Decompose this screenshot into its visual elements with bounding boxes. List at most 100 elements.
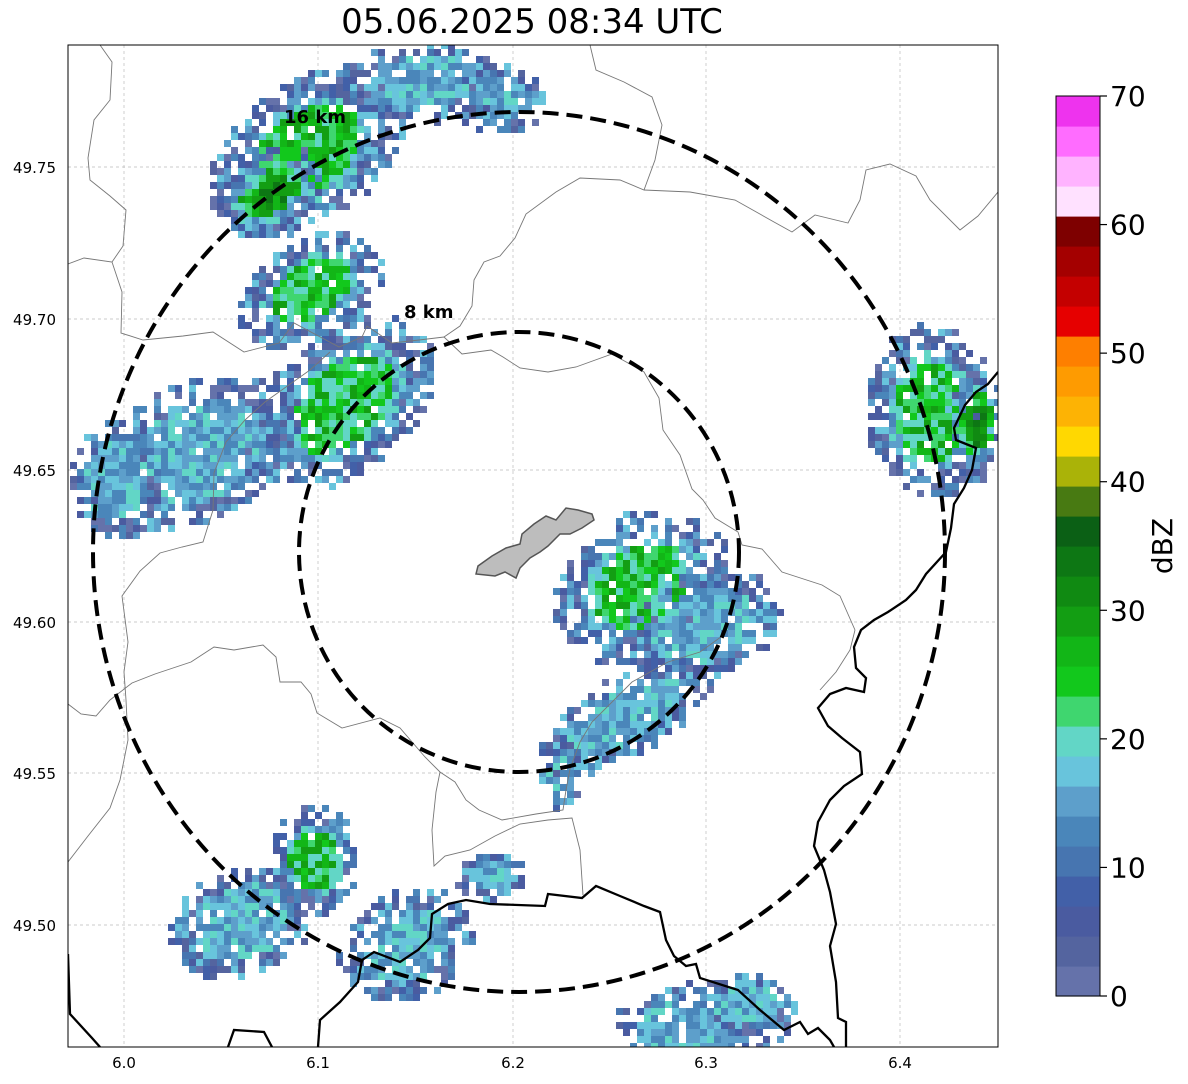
precip-pixel <box>567 581 574 588</box>
precip-pixel <box>315 84 322 91</box>
precip-pixel <box>644 665 651 672</box>
precip-pixel <box>245 910 252 917</box>
precip-pixel <box>910 406 917 413</box>
precip-pixel <box>903 357 910 364</box>
precip-pixel <box>588 714 595 721</box>
precip-pixel <box>945 329 952 336</box>
precip-pixel <box>931 364 938 371</box>
precip-pixel <box>707 588 714 595</box>
precip-pixel <box>630 553 637 560</box>
precip-pixel <box>252 490 259 497</box>
precip-pixel <box>427 63 434 70</box>
precip-pixel <box>924 476 931 483</box>
precip-pixel <box>147 504 154 511</box>
precip-pixel <box>644 553 651 560</box>
precip-pixel <box>238 203 245 210</box>
precip-pixel <box>490 63 497 70</box>
precip-pixel <box>280 189 287 196</box>
precip-pixel <box>595 553 602 560</box>
precip-pixel <box>651 602 658 609</box>
precip-pixel <box>497 77 504 84</box>
precip-pixel <box>658 1036 665 1043</box>
precip-pixel <box>336 826 343 833</box>
precip-pixel <box>511 105 518 112</box>
precip-pixel <box>280 917 287 924</box>
precip-pixel <box>273 959 280 966</box>
precip-pixel <box>679 623 686 630</box>
precip-pixel <box>280 105 287 112</box>
precip-pixel <box>882 371 889 378</box>
precip-pixel <box>679 994 686 1001</box>
precip-pixel <box>245 161 252 168</box>
precip-pixel <box>154 518 161 525</box>
precip-pixel <box>511 119 518 126</box>
precip-pixel <box>301 126 308 133</box>
precip-pixel <box>469 868 476 875</box>
precip-pixel <box>672 1043 679 1047</box>
precip-pixel <box>917 392 924 399</box>
precip-pixel <box>966 427 973 434</box>
precip-pixel <box>469 938 476 945</box>
precip-pixel <box>896 455 903 462</box>
precip-pixel <box>392 945 399 952</box>
precip-pixel <box>378 273 385 280</box>
precip-pixel <box>217 875 224 882</box>
precip-pixel <box>448 49 455 56</box>
precip-pixel <box>665 546 672 553</box>
precip-pixel <box>133 532 140 539</box>
precip-pixel <box>336 427 343 434</box>
precip-pixel <box>952 371 959 378</box>
precip-pixel <box>917 364 924 371</box>
precip-pixel <box>637 1022 644 1029</box>
precip-pixel <box>259 210 266 217</box>
precip-pixel <box>210 448 217 455</box>
precip-pixel <box>231 413 238 420</box>
precip-pixel <box>980 420 987 427</box>
precip-pixel <box>294 294 301 301</box>
precip-pixel <box>420 98 427 105</box>
precip-pixel <box>630 637 637 644</box>
precip-pixel <box>952 483 959 490</box>
precip-pixel <box>700 1008 707 1015</box>
precip-pixel <box>280 140 287 147</box>
precip-pixel <box>406 896 413 903</box>
precip-pixel <box>903 483 910 490</box>
precip-pixel <box>252 910 259 917</box>
precip-pixel <box>462 931 469 938</box>
precip-pixel <box>322 847 329 854</box>
precip-pixel <box>217 154 224 161</box>
precip-pixel <box>413 70 420 77</box>
precip-pixel <box>238 938 245 945</box>
precip-pixel <box>560 602 567 609</box>
precip-pixel <box>385 952 392 959</box>
precip-pixel <box>308 861 315 868</box>
precip-pixel <box>350 462 357 469</box>
precip-pixel <box>938 336 945 343</box>
precip-pixel <box>259 203 266 210</box>
precip-pixel <box>980 413 987 420</box>
precip-pixel <box>721 1008 728 1015</box>
precip-pixel <box>315 420 322 427</box>
precip-pixel <box>987 427 994 434</box>
precip-pixel <box>392 924 399 931</box>
precip-pixel <box>224 175 231 182</box>
precip-pixel <box>231 910 238 917</box>
precip-pixel <box>217 399 224 406</box>
precip-pixel <box>658 658 665 665</box>
precip-pixel <box>238 413 245 420</box>
precip-pixel <box>175 392 182 399</box>
precip-pixel <box>294 280 301 287</box>
precip-pixel <box>119 511 126 518</box>
precip-pixel <box>672 623 679 630</box>
precip-pixel <box>378 119 385 126</box>
precip-pixel <box>322 154 329 161</box>
precip-pixel <box>315 273 322 280</box>
precip-pixel <box>287 420 294 427</box>
precip-pixel <box>637 637 644 644</box>
precip-pixel <box>224 497 231 504</box>
precip-pixel <box>917 378 924 385</box>
precip-pixel <box>714 588 721 595</box>
precip-pixel <box>588 546 595 553</box>
precip-pixel <box>462 119 469 126</box>
precip-pixel <box>182 945 189 952</box>
